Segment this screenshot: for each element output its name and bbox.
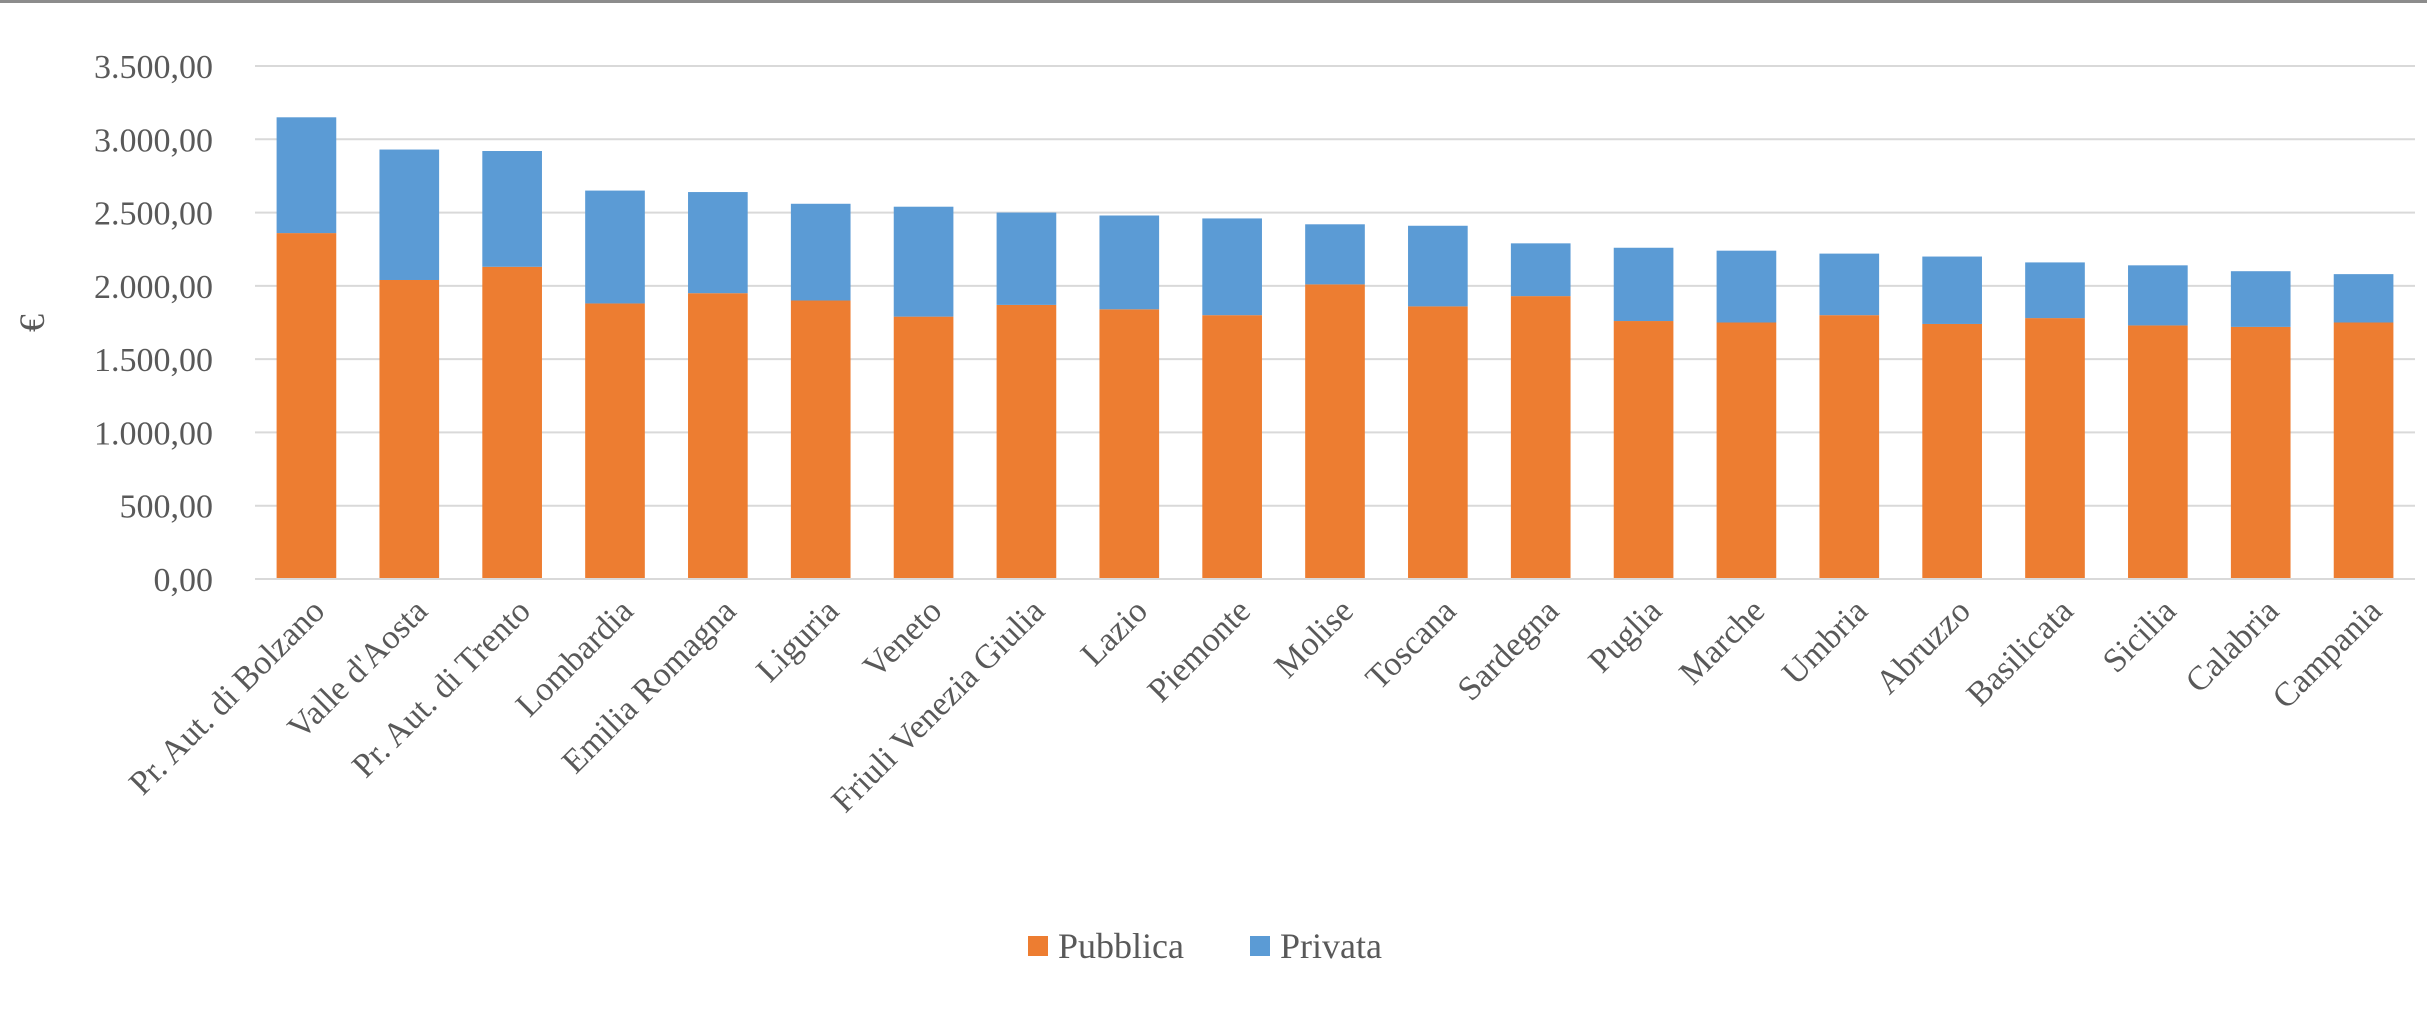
x-category-label: Pr. Aut. di Bolzano — [122, 592, 332, 802]
bar-segment-pubblica — [379, 279, 440, 579]
bar-segment-pubblica — [1613, 321, 1674, 579]
legend-swatch-pubblica — [1028, 936, 1048, 956]
y-tick-label: 3.000,00 — [94, 122, 213, 159]
bar-segment-pubblica — [1408, 306, 1468, 579]
x-category-label: Molise — [1268, 592, 1361, 685]
bar-segment-privata — [2025, 262, 2085, 319]
x-category-label: Campania — [2266, 592, 2390, 716]
y-tick-label: 500,00 — [120, 489, 214, 526]
stacked-bar-chart: 0,00 500,00 1.000,00 1.500,00 2.000,00 2.500,… — [12, 49, 2415, 966]
bar-segment-pubblica — [2333, 322, 2394, 579]
bar-segment-pubblica — [1922, 323, 1982, 579]
bar-segment-pubblica — [2230, 326, 2291, 579]
bar-segment-privata — [688, 192, 748, 294]
bar-segment-privata — [893, 206, 954, 317]
bar-segment-privata — [276, 117, 337, 234]
y-tick-label: 3.500,00 — [94, 49, 213, 86]
x-category-label: Basilicata — [1960, 592, 2081, 713]
bars — [276, 117, 2394, 579]
legend-label-privata: Privata — [1280, 926, 1382, 966]
bar-segment-privata — [2230, 271, 2291, 327]
y-axis-title: € — [12, 314, 52, 332]
x-category-label: Lazio — [1074, 592, 1155, 673]
legend-swatch-privata — [1250, 936, 1270, 956]
bar-segment-privata — [1099, 215, 1160, 310]
bar-segment-pubblica — [1716, 322, 1777, 579]
y-tick-label: 2.500,00 — [94, 196, 213, 233]
bar-segment-privata — [1305, 224, 1365, 285]
bar-segment-pubblica — [1202, 315, 1262, 579]
x-category-label: Piemonte — [1141, 592, 1258, 709]
x-category-label: Sicilia — [2096, 592, 2184, 680]
x-category-label: Marche — [1673, 592, 1773, 692]
bar-segment-pubblica — [482, 266, 542, 579]
bar-segment-privata — [585, 190, 645, 304]
bar-segment-privata — [996, 212, 1057, 305]
legend: Pubblica Privata — [1028, 926, 1382, 966]
bar-segment-privata — [1510, 243, 1571, 297]
x-category-label: Emilia Romagna — [555, 592, 743, 780]
y-tick-label: 1.000,00 — [94, 415, 213, 452]
bar-segment-pubblica — [585, 303, 645, 579]
bar-segment-privata — [2333, 274, 2394, 323]
bar-segment-privata — [379, 149, 440, 280]
bar-segment-pubblica — [1819, 315, 1880, 579]
x-category-label: Pr. Aut. di Trento — [345, 592, 538, 785]
bar-segment-privata — [1922, 256, 1982, 324]
bar-segment-privata — [1408, 225, 1468, 307]
x-category-label: Liguria — [749, 592, 846, 689]
bar-segment-privata — [482, 151, 542, 267]
bar-segment-privata — [1613, 247, 1674, 322]
legend-label-pubblica: Pubblica — [1058, 926, 1184, 966]
bar-segment-pubblica — [2128, 325, 2188, 579]
bar-segment-privata — [2128, 265, 2188, 326]
bar-segment-pubblica — [688, 293, 748, 579]
bar-segment-privata — [1716, 250, 1777, 323]
bar-segment-pubblica — [790, 300, 851, 579]
bar-segment-pubblica — [996, 304, 1057, 579]
bar-segment-privata — [790, 203, 851, 301]
bar-segment-privata — [1819, 253, 1880, 316]
bar-segment-privata — [1202, 218, 1262, 316]
y-tick-label: 0,00 — [154, 562, 214, 599]
bar-segment-pubblica — [276, 233, 337, 579]
x-category-label: Veneto — [856, 592, 949, 685]
bar-segment-pubblica — [1510, 296, 1571, 579]
y-axis-tick-labels: 0,00 500,00 1.000,00 1.500,00 2.000,00 2.500,… — [94, 49, 213, 599]
x-category-label: Umbria — [1775, 592, 1875, 692]
bar-segment-pubblica — [893, 316, 954, 579]
x-category-label: Sardegna — [1451, 592, 1567, 708]
bar-segment-pubblica — [2025, 318, 2085, 579]
bar-segment-pubblica — [1305, 284, 1365, 579]
x-category-label: Puglia — [1582, 592, 1670, 680]
x-category-label: Toscana — [1359, 592, 1464, 697]
y-tick-label: 2.000,00 — [94, 269, 213, 306]
bar-segment-pubblica — [1099, 309, 1160, 579]
y-tick-label: 1.500,00 — [94, 342, 213, 379]
